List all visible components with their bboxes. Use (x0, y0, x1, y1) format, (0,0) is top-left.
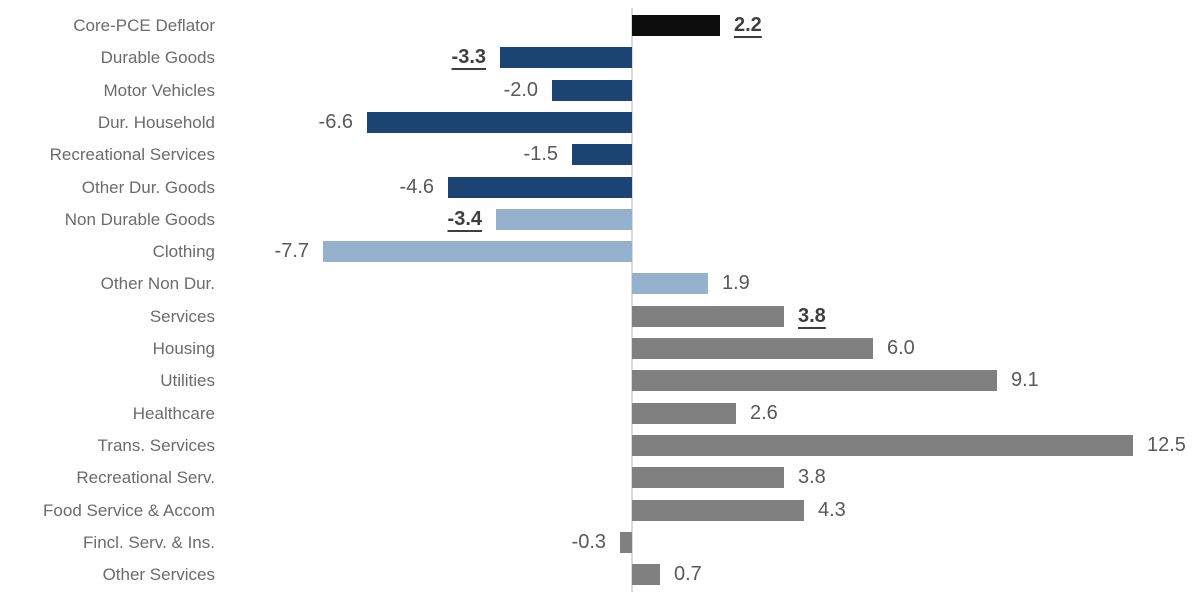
category-label: Other Dur. Goods (81, 177, 215, 197)
value-label: -1.5 (523, 143, 558, 166)
value-label: -3.4 (447, 207, 482, 230)
category-label: Recreational Services (49, 145, 215, 165)
bar-services (632, 338, 873, 359)
value-label: -0.3 (571, 530, 606, 553)
bar-services (632, 305, 784, 327)
category-label: Motor Vehicles (103, 80, 216, 100)
value-label: -4.6 (399, 175, 434, 198)
bar-services (620, 531, 632, 553)
value-label: 2.6 (750, 401, 778, 424)
bar-durable_goods (367, 111, 632, 133)
category-label: Food Service & Accom (43, 500, 215, 520)
category-label: Recreational Serv. (76, 468, 215, 488)
category-label: Housing (152, 339, 215, 358)
value-label: 12.5 (1147, 433, 1186, 456)
value-label: 6.0 (887, 337, 915, 359)
value-label: -7.7 (274, 240, 309, 263)
zero-axis-line (631, 8, 633, 592)
category-label: Fincl. Serv. & Ins. (83, 532, 215, 552)
value-label: -2.0 (503, 78, 538, 101)
value-label: 3.8 (798, 466, 826, 489)
category-label: Core-PCE Deflator (73, 16, 215, 35)
bar-services (632, 564, 660, 586)
category-label: Services (149, 306, 215, 326)
value-label: -3.3 (451, 46, 486, 69)
bar-non_durable_goods (496, 208, 632, 230)
bar-durable_goods (572, 144, 632, 166)
bar-durable_goods (552, 79, 632, 101)
bar-non_durable_goods (632, 273, 708, 295)
value-label: 0.7 (674, 563, 702, 586)
category-label: Other Services (102, 565, 215, 585)
bar-services (632, 402, 736, 424)
value-label: 9.1 (1011, 369, 1039, 392)
bar-core (632, 15, 720, 36)
bar-services (632, 370, 997, 392)
category-label: Durable Goods (100, 48, 215, 68)
value-label: -6.6 (318, 110, 353, 133)
bar-services (632, 467, 784, 489)
value-label: 1.9 (722, 272, 750, 295)
category-label: Dur. Household (97, 112, 215, 132)
bar-durable_goods (448, 176, 632, 198)
bar-services (632, 499, 804, 521)
value-label: 4.3 (818, 498, 846, 521)
category-label: Utilities (160, 371, 215, 391)
category-label: Trans. Services (97, 435, 215, 455)
category-label: Clothing (152, 242, 215, 262)
bar-services (632, 434, 1133, 456)
value-label: 2.2 (734, 14, 762, 36)
bar-durable_goods (500, 47, 632, 69)
bar-non_durable_goods (323, 241, 632, 263)
category-label: Non Durable Goods (64, 209, 215, 229)
value-label: 3.8 (798, 304, 826, 327)
category-label: Other Non Dur. (100, 274, 215, 294)
category-label: Healthcare (132, 403, 215, 423)
